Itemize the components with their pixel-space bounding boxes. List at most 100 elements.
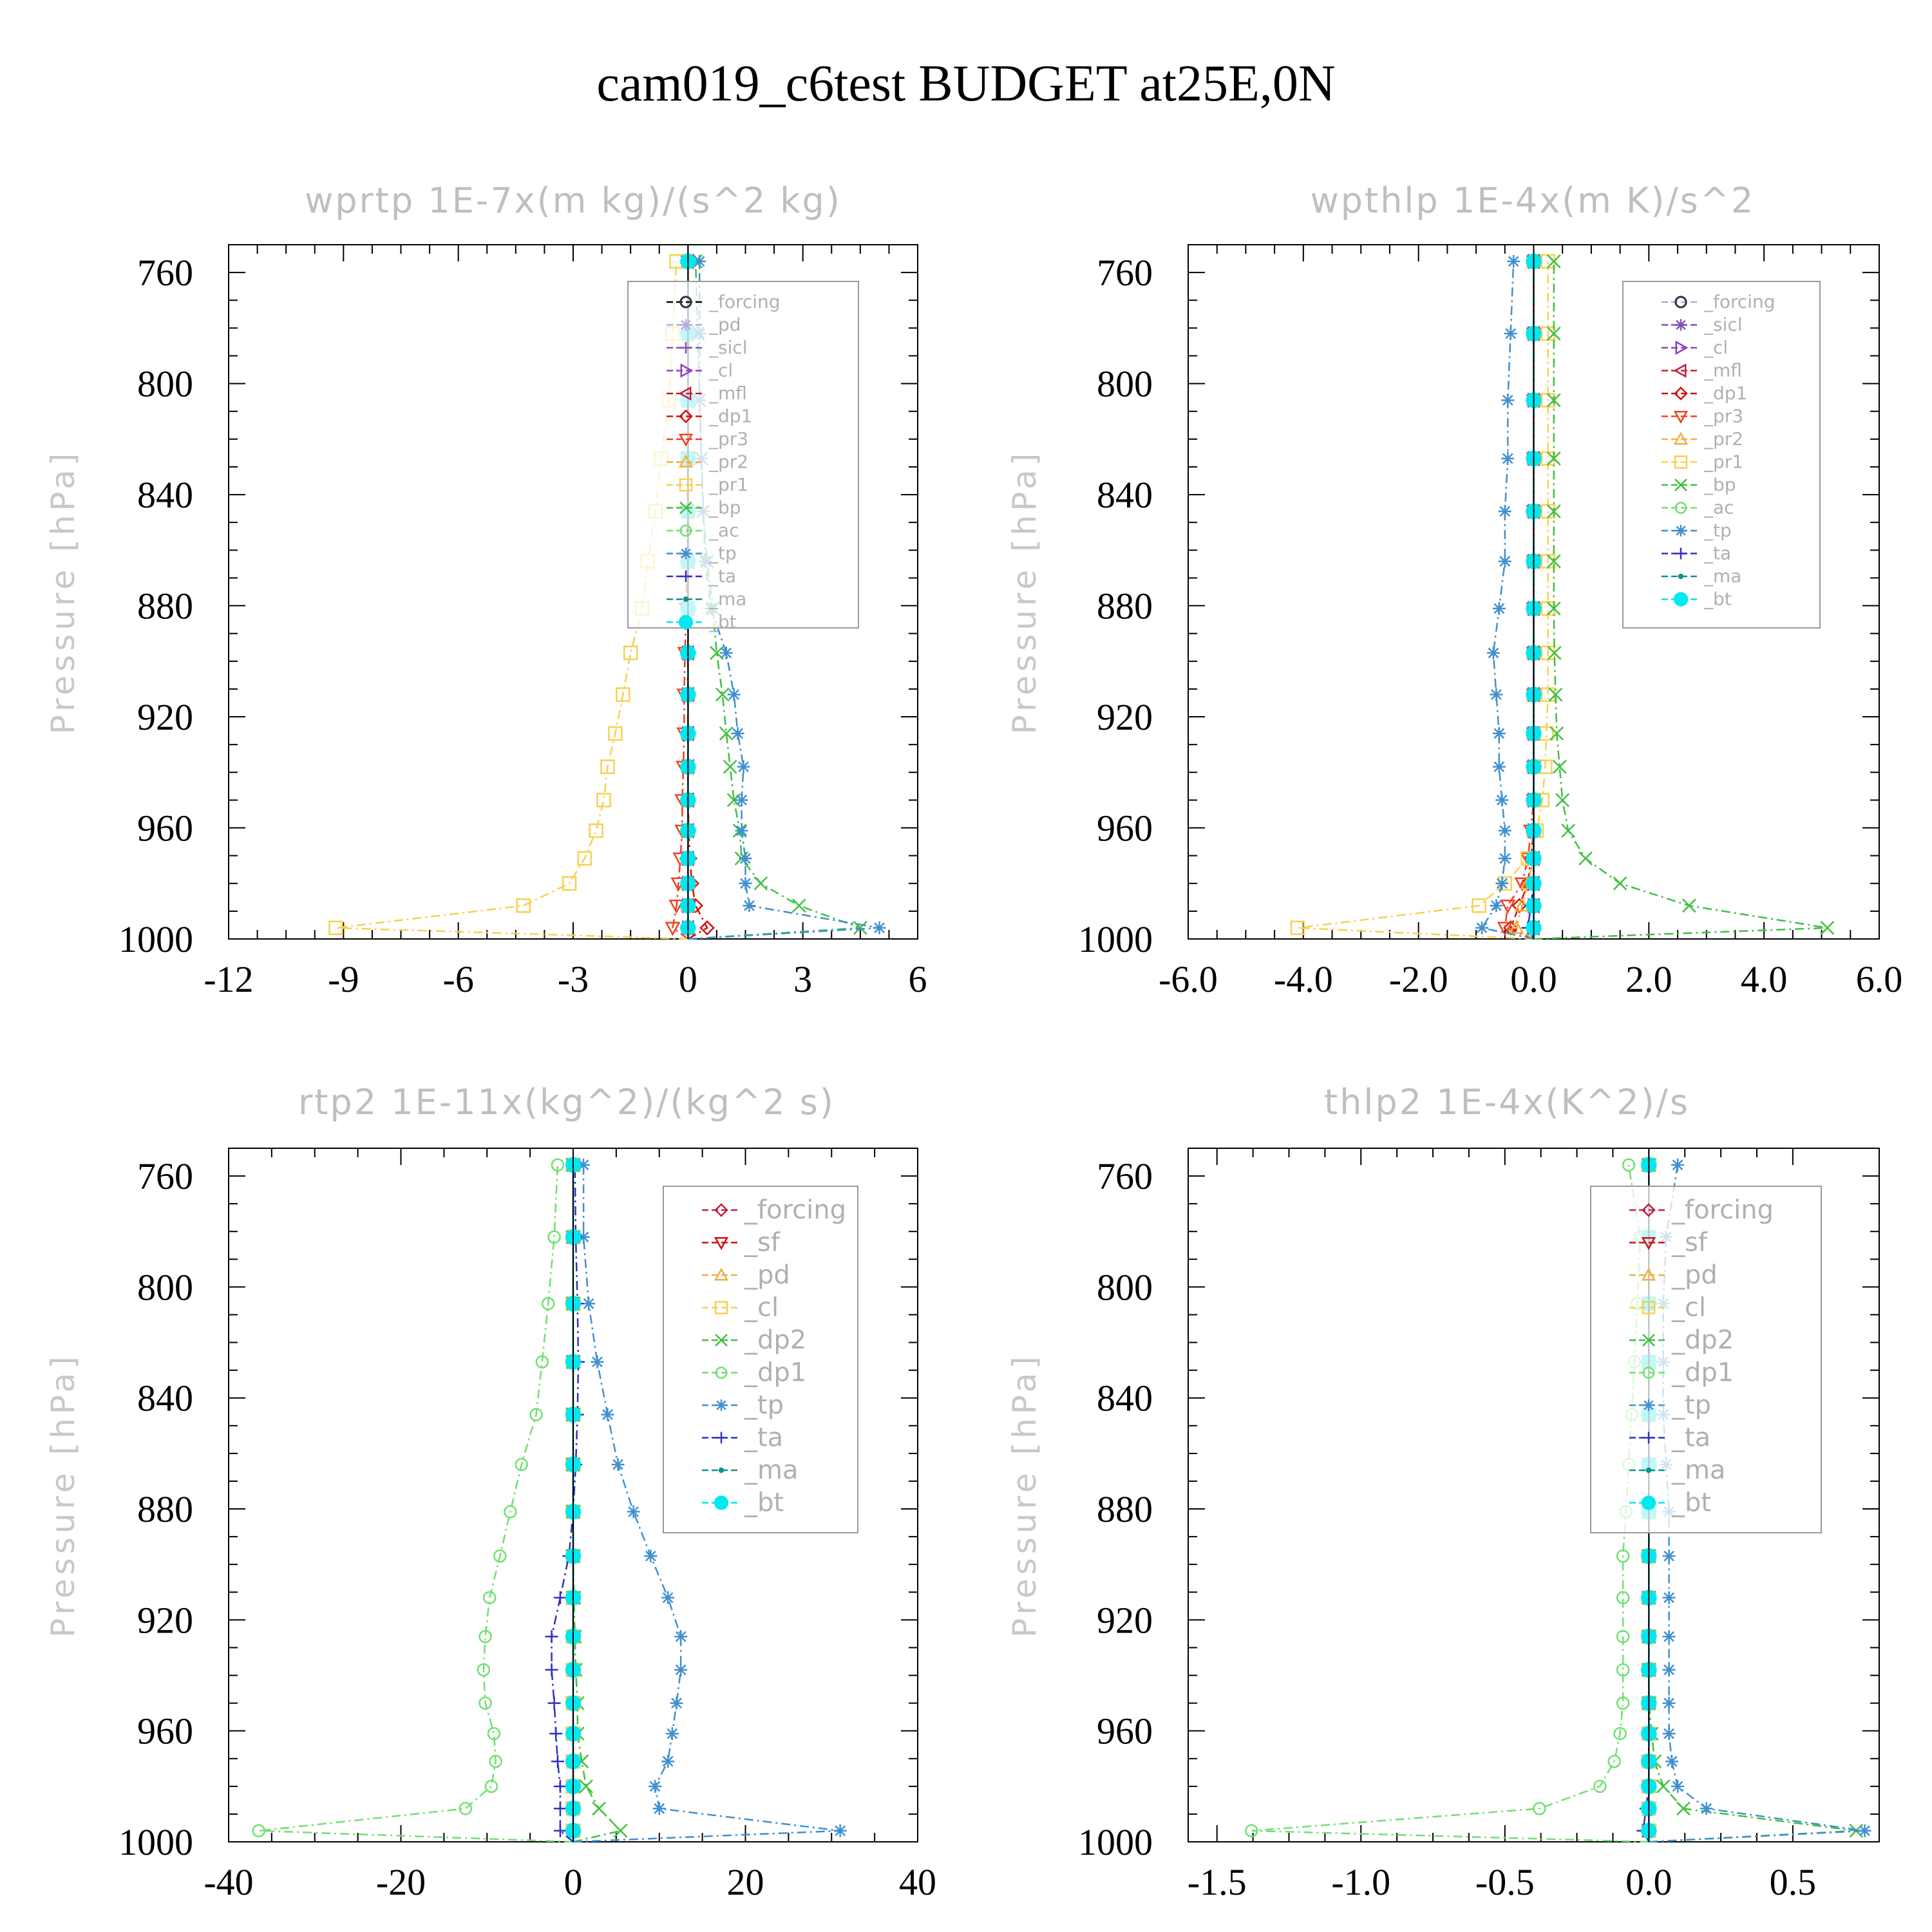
data-point [1561, 823, 1576, 838]
legend-marker [678, 386, 692, 401]
data-point [668, 900, 685, 914]
x-tick-label: 0.5 [1770, 1861, 1817, 1903]
data-point [1616, 1629, 1630, 1643]
data-point [1546, 393, 1561, 408]
data-point [562, 876, 577, 891]
data-point [553, 1779, 567, 1793]
legend-marker [678, 454, 694, 468]
legend: _forcing_sicl_cl_mfl_dp1_pr3_pr2_pr1_bp_… [1622, 281, 1821, 629]
legend-marker [1674, 386, 1688, 401]
legend-marker [1673, 592, 1689, 607]
legend-marker [1673, 411, 1689, 424]
series-tp [573, 1158, 847, 1843]
legend-marker [1673, 431, 1689, 445]
y-tick-label: 920 [1097, 1599, 1153, 1641]
x-tick-label: 3 [793, 958, 812, 1000]
legend-marker [680, 571, 692, 582]
data-point [1486, 646, 1500, 659]
data-point [1578, 851, 1593, 866]
data-point [1546, 601, 1561, 616]
legend-label: _sicl [1703, 314, 1743, 336]
data-point [553, 1824, 567, 1837]
data-point [753, 876, 768, 891]
legend-label: _dp1 [1703, 383, 1747, 404]
series-pr1 [1290, 254, 1556, 940]
data-point [1593, 1779, 1607, 1794]
data-point [545, 1630, 558, 1643]
data-point [743, 899, 756, 913]
data-point [579, 1779, 593, 1794]
legend-marker [1674, 296, 1687, 308]
legend-label: _tp [1671, 1390, 1711, 1420]
data-point [1549, 726, 1564, 741]
legend-marker [679, 478, 693, 492]
data-point [1671, 1158, 1685, 1171]
x-tick-label: 40 [899, 1861, 936, 1903]
y-tick-label: 1000 [118, 1821, 193, 1863]
legend-marker [678, 614, 694, 630]
legend-marker [1675, 340, 1689, 355]
data-point [661, 1591, 675, 1604]
data-point [1546, 554, 1561, 569]
legend-label: _dp1 [744, 1358, 806, 1388]
data-point [477, 1663, 491, 1677]
data-point [652, 1802, 666, 1815]
data-point [608, 726, 623, 741]
data-point [1490, 688, 1503, 701]
series-line [336, 261, 688, 940]
data-point [515, 1457, 528, 1472]
y-tick-label: 760 [1097, 1155, 1153, 1197]
data-point [735, 793, 748, 807]
legend-marker [1675, 319, 1687, 331]
legend-label: _cl [744, 1293, 779, 1323]
data-point [592, 1801, 607, 1816]
y-tick-label: 760 [137, 1155, 193, 1197]
data-point [493, 1549, 507, 1563]
data-point [601, 1408, 614, 1421]
panel-title: rtp2 1E-11x(kg^2)/(kg^2 s) [298, 1082, 835, 1122]
legend-label: _mfl [708, 383, 747, 404]
data-point [1472, 898, 1486, 913]
legend-marker [680, 319, 692, 331]
chart-panel-4: thlp2 1E-4x(K^2)/s Pressure [hPa] 760 800 84… [1006, 1082, 1880, 1903]
legend-marker [1642, 1334, 1655, 1347]
data-point [252, 1824, 266, 1838]
legend-label: _dp2 [1671, 1325, 1734, 1355]
y-tick-label: 960 [1097, 1710, 1153, 1752]
legend-marker [718, 1467, 724, 1473]
legend-marker [680, 363, 694, 378]
data-point [1622, 1158, 1636, 1172]
data-point [478, 1629, 492, 1643]
data-point [1662, 1663, 1676, 1676]
y-tick-label: 840 [1097, 474, 1153, 516]
legend-marker [715, 1399, 727, 1411]
panel-title: wprtp 1E-7x(m kg)/(s^2 kg) [305, 180, 842, 221]
data-point [582, 1297, 596, 1311]
legend-label: _ma [708, 589, 746, 610]
legend-label: _cl [1671, 1293, 1706, 1323]
data-point [873, 921, 886, 934]
legend-label: _ta [708, 565, 736, 587]
data-point [1662, 1591, 1676, 1604]
x-tick-label: -40 [204, 1861, 253, 1903]
legend-label: _pr3 [1703, 406, 1743, 427]
data-point [1616, 1591, 1630, 1605]
data-point [1498, 824, 1511, 837]
panel-title: thlp2 1E-4x(K^2)/s [1324, 1082, 1690, 1122]
y-axis-label: Pressure [hPa] [44, 1352, 82, 1638]
data-point [553, 1591, 567, 1604]
legend-marker [1642, 1367, 1655, 1379]
data-point [723, 759, 737, 774]
legend-label: _pr1 [708, 474, 748, 495]
legend-marker [683, 596, 689, 602]
legend-marker [714, 1301, 728, 1314]
data-point [577, 1230, 591, 1244]
data-point [674, 1630, 688, 1643]
x-tick-label: 20 [727, 1861, 764, 1903]
data-point [737, 760, 750, 773]
data-point [739, 851, 752, 865]
y-tick-label: 920 [1097, 696, 1153, 738]
data-point [665, 1727, 679, 1740]
data-point [529, 1408, 543, 1421]
legend-marker [715, 1334, 728, 1347]
